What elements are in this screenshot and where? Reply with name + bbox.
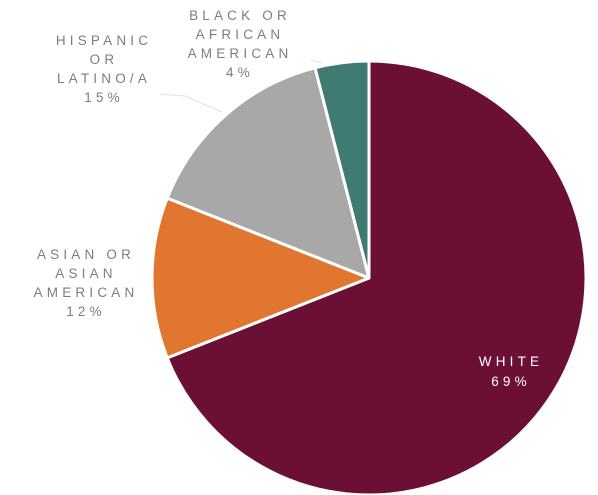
pie-slices (150, 59, 588, 495)
slice-value-1: 12% (66, 304, 106, 319)
slice-label-line-2-2: LATINO/A (57, 71, 151, 86)
leader-lines (159, 59, 323, 113)
slice-label-line-3-2: AMERICAN (188, 46, 293, 61)
slice-label-line-3-0: BLACK OR (189, 8, 291, 23)
slice-label-line-0-0: WHITE (479, 354, 544, 369)
slice-label-line-1-2: AMERICAN (34, 285, 139, 300)
slice-label-line-3-1: AFRICAN (196, 27, 285, 42)
slice-label-line-1-0: ASIAN OR (37, 247, 135, 262)
slice-value-2: 15% (84, 90, 124, 105)
slice-label-2: HISPANIC OR LATINO/A 15% (56, 33, 152, 105)
slice-value-3: 4% (226, 65, 254, 80)
slice-label-line-2-0: HISPANIC (56, 33, 152, 48)
slice-label-line-2-1: OR (90, 52, 119, 67)
slice-label-0: WHITE 69% (479, 354, 544, 389)
slice-labels: WHITE 69% ASIAN OR ASIAN AMERICAN 12% HISPANIC… (34, 8, 544, 389)
slice-label-1: ASIAN OR ASIAN AMERICAN 12% (34, 247, 139, 319)
leader-line-3 (310, 59, 323, 64)
pie-slice-1 (150, 196, 371, 360)
slice-value-0: 69% (491, 374, 531, 389)
slice-label-3: BLACK OR AFRICAN AMERICAN 4% (188, 8, 293, 80)
pie-slice-3 (313, 59, 371, 280)
leader-line-2 (159, 93, 223, 113)
pie-slice-0 (165, 59, 588, 495)
pie-slice-2 (165, 66, 371, 280)
slice-label-line-1-1: ASIAN (55, 266, 117, 281)
